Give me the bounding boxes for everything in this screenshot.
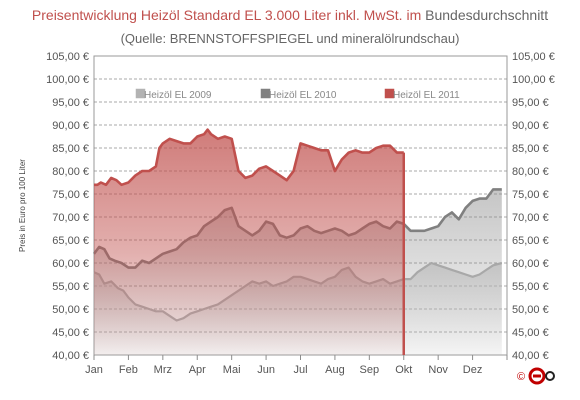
y-tick-label-right: 45,00 €: [512, 327, 549, 339]
logo-ring-icon: [528, 367, 546, 385]
x-tick-label: Dez: [463, 364, 483, 376]
y-tick-label-left: 105,00 €: [46, 51, 89, 63]
y-tick-label-left: 45,00 €: [52, 327, 89, 339]
x-tick-label: Mai: [223, 364, 241, 376]
y-tick-label-right: 95,00 €: [512, 97, 549, 109]
legend-swatch: [135, 88, 146, 99]
x-tick-label: Apr: [189, 364, 206, 376]
legend-label: Heizöl EL 2010: [269, 90, 337, 101]
y-tick-label-left: 70,00 €: [52, 212, 89, 224]
x-tick-label: Feb: [119, 364, 138, 376]
series-area-3: [94, 129, 404, 355]
x-tick-label: Aug: [325, 364, 345, 376]
chart-subtitle: (Quelle: BRENNSTOFFSPIEGEL und mineralöl…: [120, 31, 460, 46]
copyright-logo: ©: [517, 367, 555, 385]
y-tick-label-left: 90,00 €: [52, 120, 89, 132]
y-tick-label-right: 90,00 €: [512, 120, 549, 132]
legend-label: Heizöl EL 2011: [393, 90, 460, 101]
y-tick-label-left: 50,00 €: [52, 304, 89, 316]
y-tick-label-right: 85,00 €: [512, 143, 549, 155]
y-tick-label-right: 60,00 €: [512, 258, 549, 270]
y-tick-label-right: 105,00 €: [512, 51, 555, 63]
copyright-symbol: ©: [517, 371, 525, 383]
y-tick-label-left: 85,00 €: [52, 143, 89, 155]
x-tick-label: Jan: [85, 364, 103, 376]
series-line-3: [94, 128, 404, 187]
x-tick-label: Jul: [293, 364, 307, 376]
y-tick-label-right: 75,00 €: [512, 189, 549, 201]
y-tick-label-right: 100,00 €: [512, 74, 555, 86]
y-tick-label-right: 80,00 €: [512, 166, 549, 178]
y-tick-label-left: 65,00 €: [52, 235, 89, 247]
y-tick-label-right: 50,00 €: [512, 304, 549, 316]
legend-swatch: [260, 88, 271, 99]
x-tick-label: Jun: [257, 364, 275, 376]
axes: 40,00 € 40,00 € 45,00 € 45,00 € 50,00 € 50,00…: [18, 51, 555, 376]
y-tick-label-left: 80,00 €: [52, 166, 89, 178]
x-tick-label: Nov: [428, 364, 448, 376]
legend: Heizöl EL 2009 Heizöl EL 2010 Heizöl EL 20…: [135, 88, 460, 101]
chart-title: Preisentwicklung Heizöl Standard EL 3.00…: [0, 7, 580, 23]
legend-label: Heizöl EL 2009: [144, 90, 212, 101]
legend-swatch: [384, 88, 395, 99]
y-tick-label-left: 95,00 €: [52, 97, 89, 109]
series-areas: [92, 128, 503, 355]
y-tick-label-left: 100,00 €: [46, 74, 89, 86]
y-tick-label-right: 70,00 €: [512, 212, 549, 224]
y-tick-label-left: 60,00 €: [52, 258, 89, 270]
y-tick-label-right: 65,00 €: [512, 235, 549, 247]
x-tick-label: Sep: [360, 364, 380, 376]
title-region: Bundesdurchschnitt: [425, 7, 549, 23]
y-tick-label-right: 40,00 €: [512, 350, 549, 362]
y-tick-label-left: 40,00 €: [52, 350, 89, 362]
y-axis-label: Preis in Euro pro 100 Liter: [18, 159, 27, 252]
y-tick-label-left: 75,00 €: [52, 189, 89, 201]
title-main: Preisentwicklung Heizöl Standard EL 3.00…: [31, 7, 422, 23]
y-tick-label-left: 55,00 €: [52, 281, 89, 293]
x-tick-label: Okt: [395, 364, 412, 376]
logo-dot-icon: [545, 371, 555, 381]
y-tick-label-right: 55,00 €: [512, 281, 549, 293]
logo-bar-icon: [533, 374, 541, 378]
x-tick-label: Mrz: [154, 364, 172, 376]
